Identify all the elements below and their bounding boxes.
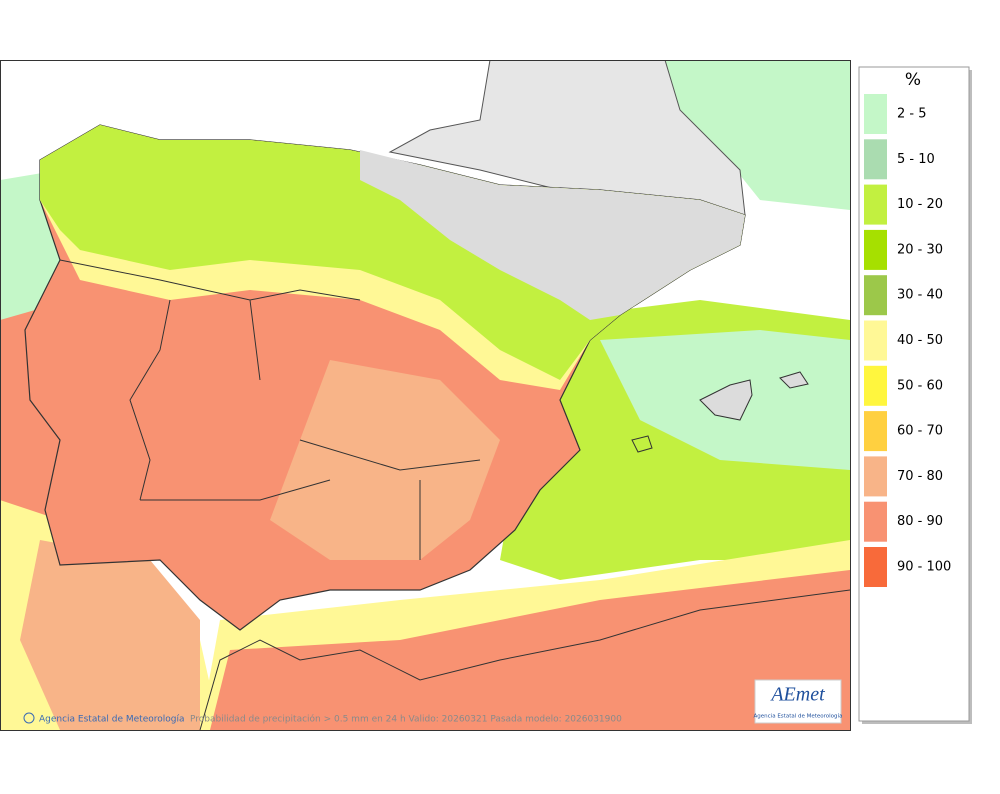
legend-label: 20 - 30 — [897, 242, 943, 257]
menorca — [779, 371, 809, 389]
logo-box — [754, 679, 842, 724]
legend-title: % — [905, 70, 921, 90]
credit: Agencia Estatal de Meteorología — [39, 715, 185, 725]
legend-label: 80 - 90 — [897, 514, 943, 529]
legend-label: 40 - 50 — [897, 333, 943, 348]
legend-swatch — [864, 184, 887, 225]
legend-label: 70 - 80 — [897, 469, 943, 484]
legend-label: 90 - 100 — [897, 560, 951, 575]
legend-swatch — [864, 94, 887, 134]
legend-swatch — [864, 547, 887, 587]
southeast-mid — [270, 360, 500, 560]
map-frame — [0, 60, 851, 731]
legend-swatch — [864, 456, 887, 497]
ebro-dry — [360, 150, 745, 320]
legend-items: 2 - 5 5 - 10 10 - 20 20 - 30 30 - 40 40 - 50 5… — [864, 94, 951, 587]
africa-high — [210, 570, 850, 730]
logo-name: AEmet — [769, 684, 825, 706]
legend-swatch — [864, 275, 887, 316]
legend-label: 30 - 40 — [897, 288, 943, 303]
legend-label: 10 - 20 — [897, 197, 943, 212]
copyright-icon — [23, 712, 35, 724]
map: Agencia Estatal de Meteorología Probabil… — [1, 60, 850, 730]
legend-label: 5 - 10 — [897, 152, 935, 167]
legend-swatch — [864, 229, 887, 270]
legend-swatch — [864, 139, 887, 180]
legend-label: 50 - 60 — [897, 378, 943, 393]
region-borders — [59, 259, 481, 560]
legend-label: 2 - 5 — [897, 107, 927, 122]
legend-swatch — [864, 320, 887, 361]
legend-label: 60 - 70 — [897, 424, 943, 439]
caption: Probabilidad de precipitación > 0.5 mm e… — [190, 714, 622, 725]
legend-swatch — [864, 501, 887, 542]
legend-swatch — [864, 365, 887, 406]
atlantic-south-mid — [20, 540, 200, 730]
africa-coast — [199, 589, 850, 730]
mallorca — [699, 379, 753, 421]
legend-swatch — [864, 411, 887, 452]
france-low — [665, 60, 850, 210]
ibiza — [631, 435, 653, 453]
logo-subtitle: Agencia Estatal de Meteorología — [754, 713, 843, 720]
